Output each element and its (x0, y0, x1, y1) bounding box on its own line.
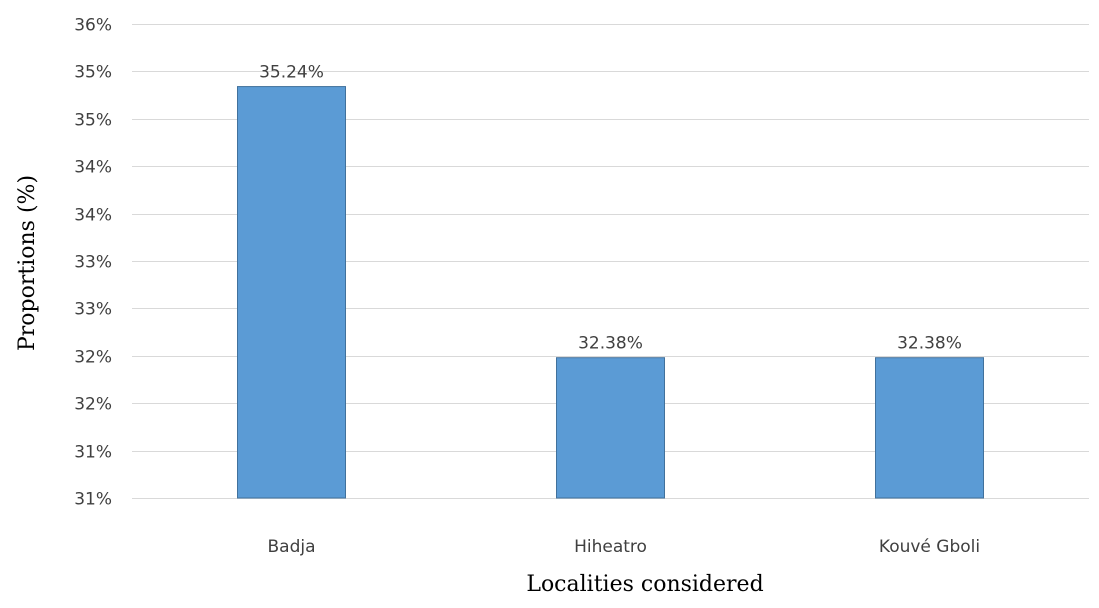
y-tick-label: 33% (74, 253, 112, 273)
x-category-labels: Badja Hiheatro Kouvé Gboli (267, 537, 980, 557)
x-category-label: Kouvé Gboli (879, 537, 980, 557)
x-category-label: Hiheatro (574, 537, 647, 557)
y-tick-label: 32% (74, 395, 112, 415)
data-label: 35.24% (259, 63, 324, 83)
bar (875, 357, 984, 499)
y-tick-label: 34% (74, 158, 112, 178)
y-tick-label: 33% (74, 300, 112, 320)
data-label: 32.38% (897, 334, 962, 354)
x-axis-title: Localities considered (526, 572, 763, 597)
y-tick-label: 35% (74, 63, 112, 83)
y-tick-label: 35% (74, 111, 112, 131)
y-tick-label: 32% (74, 348, 112, 368)
y-axis-title: Proportions (%) (15, 175, 40, 351)
data-label: 32.38% (578, 334, 643, 354)
y-tick-label: 31% (74, 443, 112, 463)
y-tick-labels: 31% 31% 32% 32% 33% 33% 34% 34% 35% 35% 36% (74, 16, 112, 510)
y-tick-label: 31% (74, 490, 112, 510)
y-tick-label: 36% (74, 16, 112, 36)
bar (556, 357, 665, 499)
x-category-label: Badja (267, 537, 315, 557)
bars (237, 86, 984, 499)
data-labels: 35.24% 32.38% 32.38% (259, 63, 962, 354)
bar (237, 86, 346, 499)
y-tick-label: 34% (74, 206, 112, 226)
